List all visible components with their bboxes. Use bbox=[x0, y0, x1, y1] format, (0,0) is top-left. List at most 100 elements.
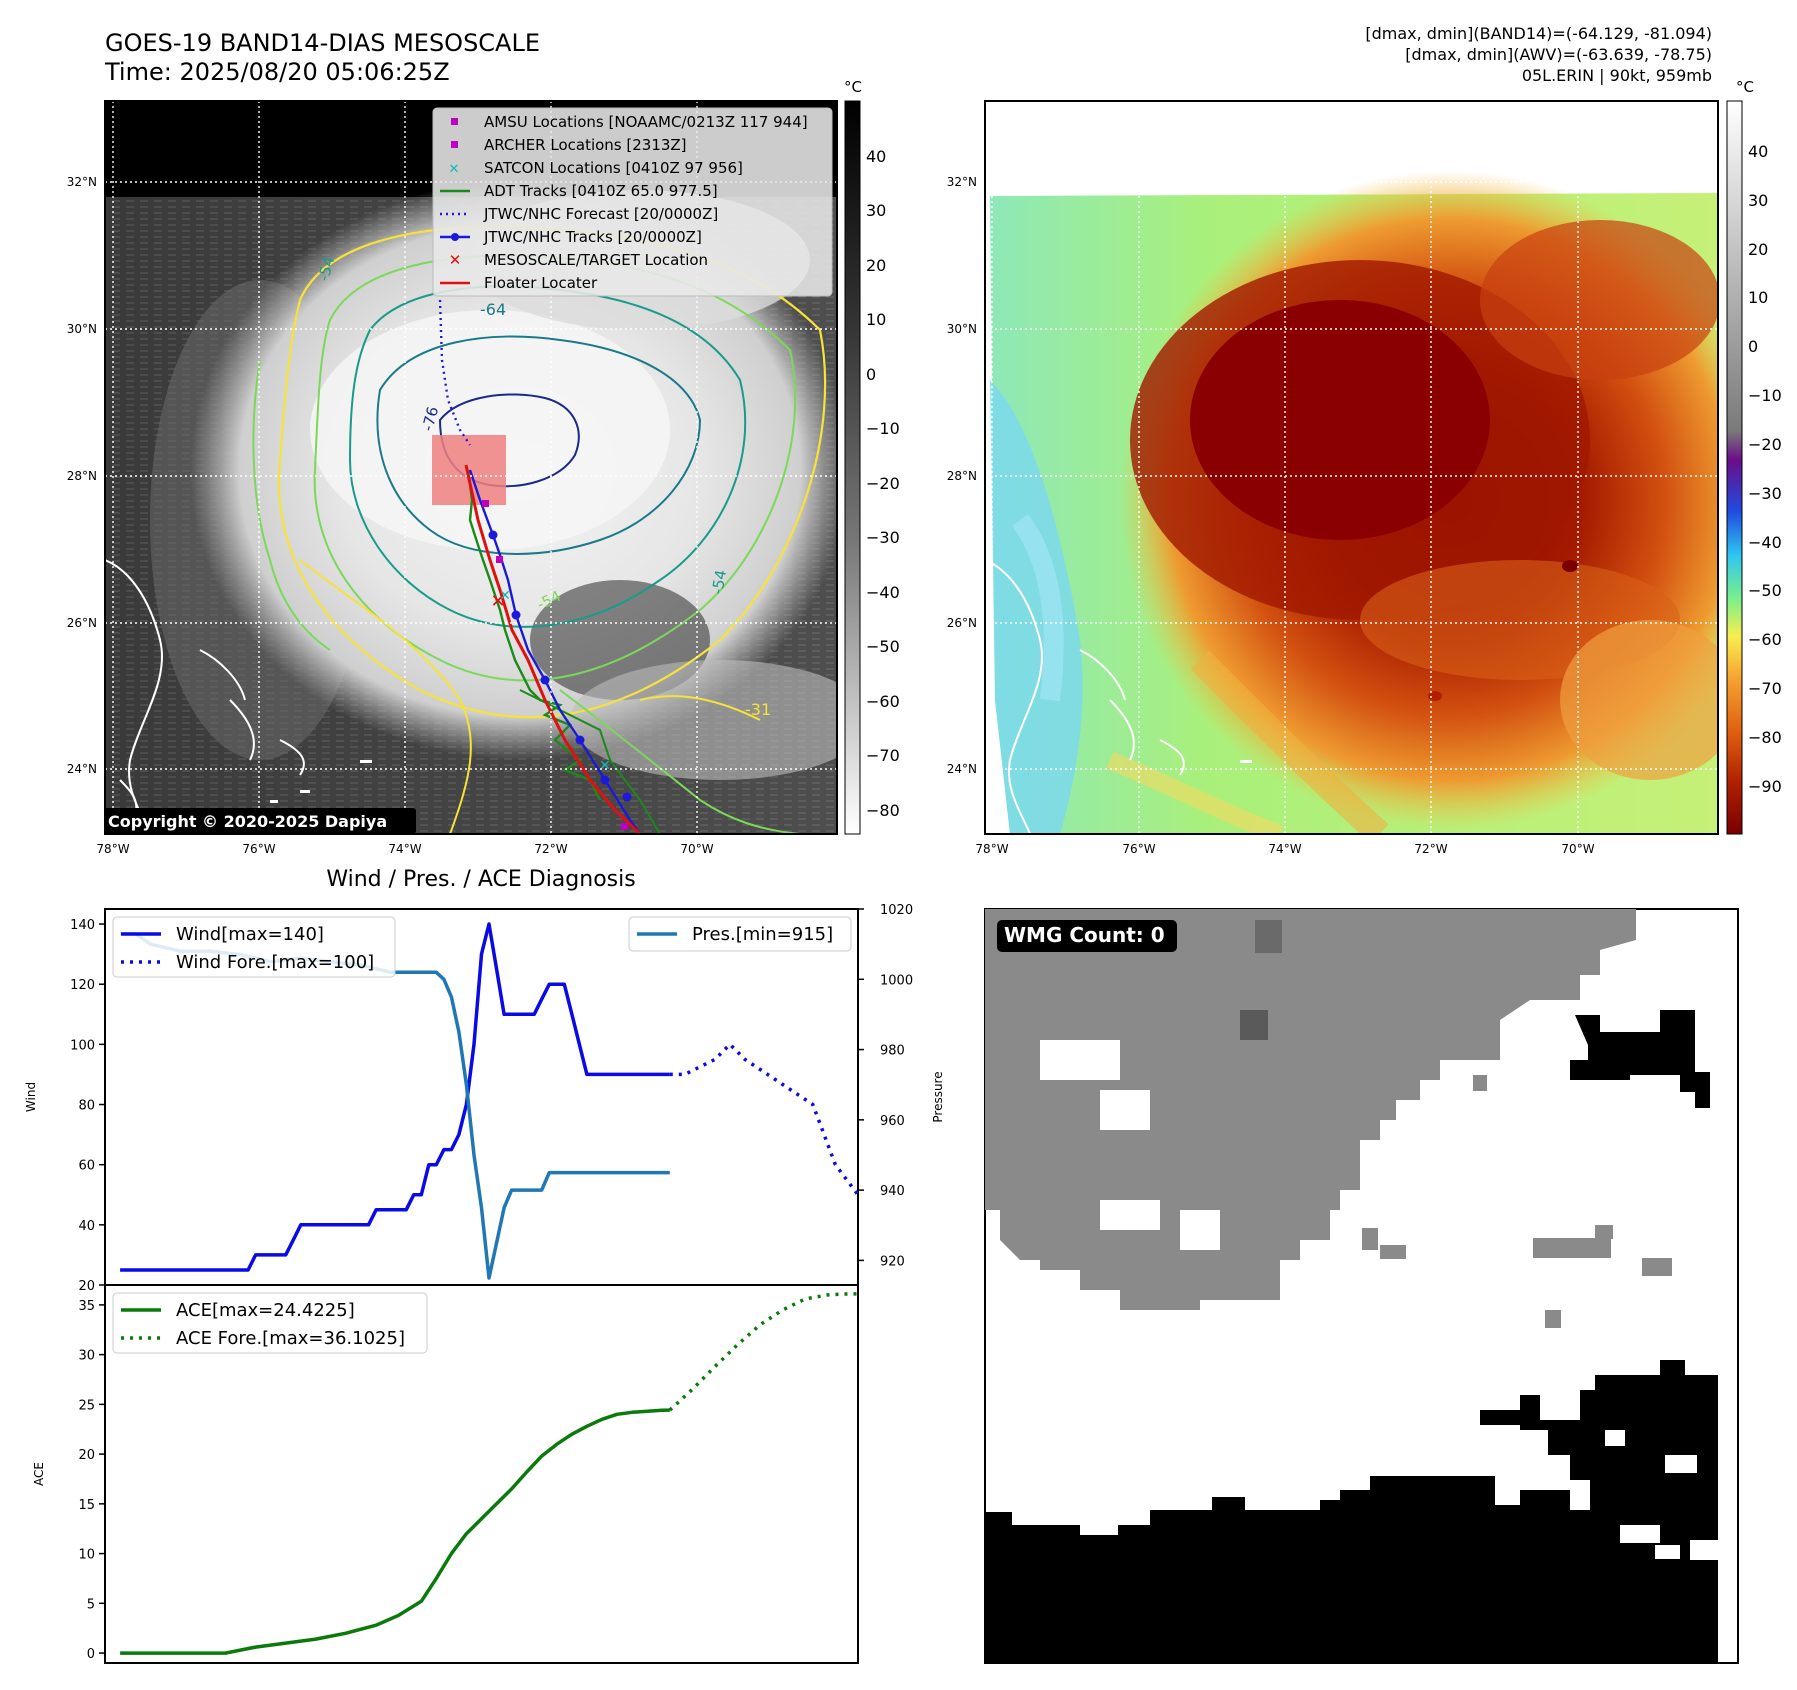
color-tick: −40 bbox=[1748, 533, 1782, 552]
color-tick: 40 bbox=[1748, 142, 1768, 161]
color-colorbar: °C 40 30 20 10 0 −10 −20 −30 −40 −50 −60… bbox=[1726, 78, 1782, 835]
lat-label: 24°N bbox=[947, 762, 977, 776]
ir-color-map bbox=[985, 101, 1718, 834]
copyright-text: Copyright © 2020-2025 Dapiya bbox=[108, 812, 387, 831]
dmax-band14: [dmax, dmin](BAND14)=(-64.129, -81.094) bbox=[1365, 24, 1712, 43]
ace-tick-label: 5 bbox=[87, 1597, 95, 1612]
ace-fore-legend-label: ACE Fore.[max=36.1025] bbox=[176, 1328, 405, 1349]
contour-label: -54 bbox=[314, 255, 338, 283]
lon-label: 76°W bbox=[1122, 842, 1155, 856]
contour-label: -31 bbox=[745, 700, 771, 719]
legend-archer-marker bbox=[451, 141, 458, 148]
legend-amsu-label: AMSU Locations [NOAAMC/0213Z 117 944] bbox=[484, 113, 808, 131]
wind-tick-label: 60 bbox=[78, 1159, 95, 1174]
gray-tick: −40 bbox=[866, 583, 900, 602]
lat-label: 32°N bbox=[67, 175, 97, 189]
legend-satcon-marker: ✕ bbox=[449, 162, 460, 177]
lon-label: 70°W bbox=[1561, 842, 1594, 856]
pressure-tick-label: 960 bbox=[880, 1114, 905, 1129]
ace-legend-label: ACE[max=24.4225] bbox=[176, 1300, 355, 1321]
lon-label: 76°W bbox=[242, 842, 275, 856]
series-line-wind bbox=[120, 922, 670, 1272]
figure-title: GOES-19 BAND14-DIAS MESOSCALE bbox=[105, 29, 540, 57]
gray-colorbar-unit: °C bbox=[844, 78, 862, 96]
gray-tick: −70 bbox=[866, 746, 900, 765]
wind-tick-label: 140 bbox=[70, 918, 95, 933]
svg-text:✕: ✕ bbox=[490, 591, 505, 612]
lon-label: 74°W bbox=[388, 842, 421, 856]
wind-pressure-chart: Wind Pressure 20 40 60 80 100 120 140 920 940 96… bbox=[24, 903, 945, 1294]
series-line-ace bbox=[120, 1408, 670, 1655]
wind-ylabel: Wind bbox=[24, 1082, 38, 1112]
gray-tick: −80 bbox=[866, 801, 900, 820]
color-tick: −90 bbox=[1748, 777, 1782, 796]
lat-label: 24°N bbox=[67, 762, 97, 776]
ace-tick-label: 25 bbox=[78, 1398, 95, 1413]
map-gridlines-left bbox=[105, 101, 837, 834]
contour-label: -54 bbox=[708, 568, 730, 595]
ace-ylabel: ACE bbox=[32, 1462, 46, 1486]
copyright-box bbox=[104, 808, 416, 834]
wind-tick-label: 20 bbox=[78, 1279, 95, 1294]
wind-tick-label: 100 bbox=[70, 1038, 95, 1053]
wind-legend-box bbox=[112, 916, 396, 978]
lon-label: 74°W bbox=[1268, 842, 1301, 856]
wind-tick-label: 80 bbox=[78, 1099, 95, 1114]
map-gridlines-right bbox=[985, 101, 1718, 834]
color-tick: 30 bbox=[1748, 191, 1768, 210]
right-map-lat-labels: 32°N 30°N 28°N 26°N 24°N bbox=[947, 175, 977, 776]
ace-tick-label: 35 bbox=[78, 1299, 95, 1314]
gray-tick: 10 bbox=[866, 310, 886, 329]
color-tick: −60 bbox=[1748, 630, 1782, 649]
gray-tick: −20 bbox=[866, 474, 900, 493]
legend-forecast-label: JTWC/NHC Forecast [20/0000Z] bbox=[483, 205, 718, 223]
lon-label: 78°W bbox=[975, 842, 1008, 856]
color-tick: −70 bbox=[1748, 679, 1782, 698]
gray-tick: −60 bbox=[866, 692, 900, 711]
contour-label: -64 bbox=[480, 300, 506, 319]
pres-legend-label: Pres.[min=915] bbox=[692, 924, 833, 945]
pressure-tick-label: 980 bbox=[880, 1044, 905, 1059]
wind-tick-label: 120 bbox=[70, 978, 95, 993]
gray-tick: −10 bbox=[866, 419, 900, 438]
gray-colorbar: °C 40 30 20 10 0 −10 −20 −30 −40 −50 −60… bbox=[844, 78, 900, 835]
pressure-tick-label: 1020 bbox=[880, 903, 913, 918]
pressure-tick-label: 940 bbox=[880, 1184, 905, 1199]
contour-label: -76 bbox=[418, 405, 442, 433]
ace-chart: ACE 0 5 10 15 20 25 30 35 ACE[max=24.4225] ACE … bbox=[32, 1284, 859, 1664]
wmg-label-box bbox=[997, 920, 1177, 952]
pressure-tick-label: 1000 bbox=[880, 973, 913, 988]
ace-tick-label: 10 bbox=[78, 1548, 95, 1563]
lat-label: 28°N bbox=[67, 469, 97, 483]
color-tick: 10 bbox=[1748, 288, 1768, 307]
color-colorbar-unit: °C bbox=[1736, 78, 1754, 96]
ace-tick-label: 30 bbox=[78, 1349, 95, 1364]
wind-tick-label: 40 bbox=[78, 1219, 95, 1234]
legend-target-label: MESOSCALE/TARGET Location bbox=[484, 251, 708, 269]
svg-text:✕: ✕ bbox=[599, 758, 611, 774]
pressure-ylabel: Pressure bbox=[931, 1071, 945, 1122]
gray-tick: 30 bbox=[866, 201, 886, 220]
lat-label: 30°N bbox=[947, 322, 977, 336]
ace-tick-label: 0 bbox=[87, 1647, 95, 1662]
pressure-tick-label: 920 bbox=[880, 1254, 905, 1269]
wmg-label: WMG Count: 0 bbox=[1004, 923, 1165, 947]
ace-legend-box bbox=[112, 1292, 428, 1354]
legend-floater-label: Floater Locater bbox=[484, 274, 598, 292]
dmax-awv: [dmax, dmin](AWV)=(-63.639, -78.75) bbox=[1405, 45, 1712, 64]
legend-archer-label: ARCHER Locations [2313Z] bbox=[484, 136, 687, 154]
lon-label: 70°W bbox=[680, 842, 713, 856]
lat-label: 32°N bbox=[947, 175, 977, 189]
lat-label: 30°N bbox=[67, 322, 97, 336]
lon-label: 72°W bbox=[534, 842, 567, 856]
legend-tracks-dot bbox=[451, 233, 459, 241]
figure-time: Time: 2025/08/20 05:06:25Z bbox=[104, 58, 450, 86]
right-map-lon-labels: 78°W 76°W 74°W 72°W 70°W bbox=[975, 842, 1594, 856]
color-tick: 20 bbox=[1748, 240, 1768, 259]
ace-tick-label: 20 bbox=[78, 1448, 95, 1463]
pres-legend-box bbox=[628, 916, 852, 952]
map-legend: AMSU Locations [NOAAMC/0213Z 117 944] AR… bbox=[432, 107, 833, 297]
svg-text:✕: ✕ bbox=[499, 588, 511, 604]
legend-adt-label: ADT Tracks [0410Z 65.0 977.5] bbox=[484, 182, 718, 200]
